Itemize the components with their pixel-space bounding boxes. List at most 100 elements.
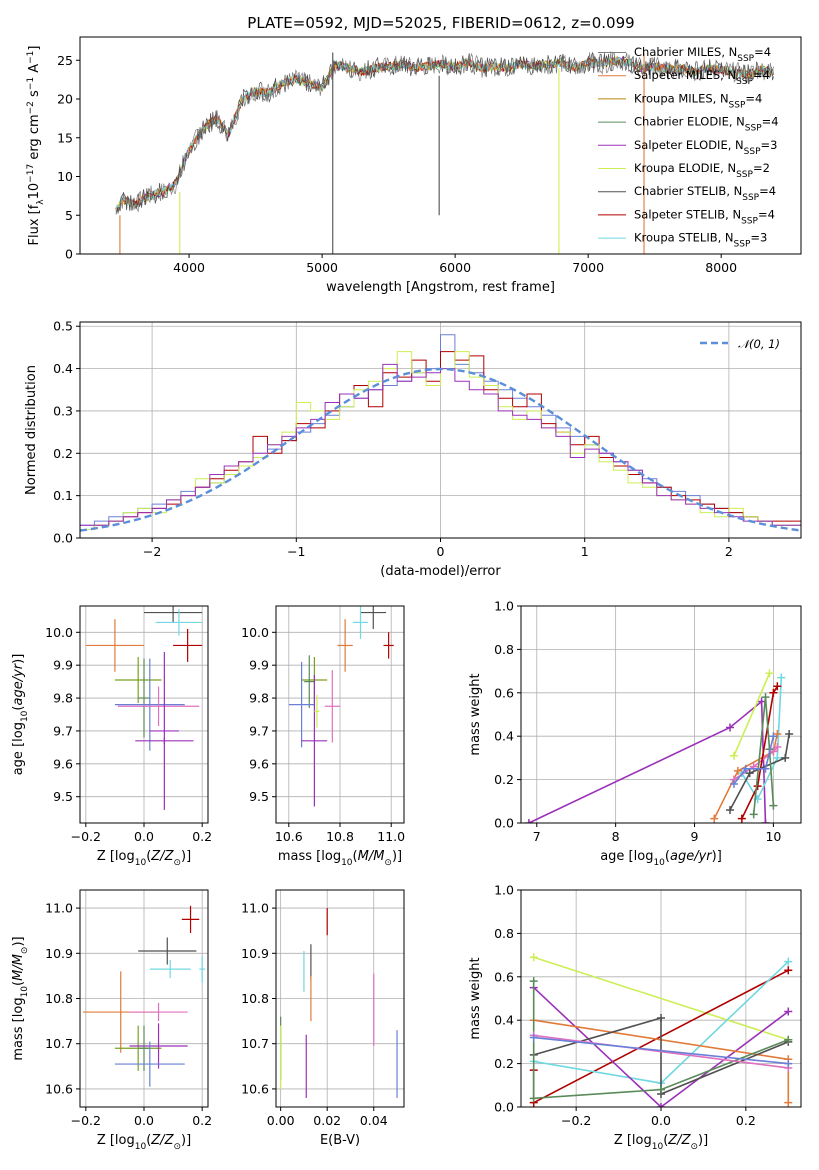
x-tick-label: 11.0 — [377, 829, 405, 844]
axes-frame: −2 −1 0 1 2 0.0 0.1 0.2 0.3 0.4 0.5 — [53, 319, 802, 559]
x-tick-label: 2 — [725, 544, 733, 559]
axes-frame: 4000 5000 6000 7000 8000 0 5 10 15 20 25 — [57, 36, 802, 275]
weight-series — [529, 1014, 793, 1098]
error-bar-point — [138, 937, 197, 965]
y-tick-label: 5 — [65, 208, 73, 223]
y-axis-label: Normed distribution — [24, 365, 39, 495]
weight-marker — [726, 723, 735, 732]
y-tick-label: 10.8 — [241, 991, 269, 1006]
x-tick-label: 0.0 — [134, 1113, 154, 1128]
weight-marker — [749, 810, 758, 819]
plot-area — [280, 908, 398, 1098]
y-tick-label: 9.5 — [53, 789, 73, 804]
x-tick-label: 6000 — [439, 260, 471, 275]
weight-marker — [761, 764, 770, 773]
error-bar-point — [383, 632, 394, 659]
x-tick-label: 5000 — [306, 260, 338, 275]
axes-frame: −0.2 0.0 0.2 10.6 10.7 10.8 10.9 11.0 — [45, 889, 212, 1128]
error-bar-point — [129, 1023, 188, 1069]
y-tick-label: 9.7 — [249, 723, 269, 738]
x-tick-label: 10 — [765, 829, 781, 844]
plot-area — [80, 334, 801, 538]
y-tick-label: 0.2 — [53, 446, 73, 461]
error-bar-point — [114, 656, 162, 703]
y-tick-label: 11.0 — [241, 901, 269, 916]
y-tick-label: 10.7 — [45, 1036, 73, 1051]
error-bar-point — [304, 655, 315, 708]
legend-label: Kroupa MILES, NSSP=4 — [634, 91, 762, 110]
weight-marker — [784, 1007, 793, 1016]
weight-marker — [784, 1059, 793, 1068]
weight-marker — [524, 819, 533, 823]
weight-marker — [741, 764, 750, 773]
x-tick-label: 10.6 — [275, 829, 303, 844]
error-bar-point — [288, 661, 315, 748]
error-bar-point — [337, 619, 353, 672]
y-axis-label: mass [log10(M/M⊙)] — [11, 936, 30, 1060]
x-axis-label: mass [log10(M/M⊙)] — [278, 849, 402, 868]
x-tick-label: 7 — [533, 829, 541, 844]
x-tick-label: 0.2 — [192, 829, 212, 844]
y-axis-label: mass weight — [468, 957, 483, 1039]
axes-frame: 0.00 0.02 0.04 10.6 10.7 10.8 10.9 11.0 — [241, 889, 405, 1128]
weight-line — [533, 1016, 789, 1096]
weight-series — [737, 682, 782, 823]
plot-area — [288, 606, 394, 807]
x-axis-label: Z [log10(Z/Z⊙)] — [97, 849, 191, 868]
error-bar-point — [85, 619, 144, 672]
weight-marker — [765, 669, 774, 678]
legend-label: Chabrier ELODIE, NSSP=4 — [634, 115, 779, 134]
weight-series — [729, 669, 774, 760]
y-tick-label: 0.3 — [53, 403, 73, 418]
error-bar-point — [149, 652, 179, 810]
weight-marker — [657, 1103, 665, 1107]
weight-marker — [745, 769, 754, 778]
weight-line — [752, 697, 775, 815]
x-tick-label: 0 — [437, 544, 445, 559]
weight-marker — [657, 1014, 665, 1023]
histogram-step — [80, 363, 801, 538]
x-tick-label: 8 — [612, 829, 620, 844]
weight-line — [713, 733, 779, 820]
y-tick-label: 0.8 — [494, 642, 514, 657]
x-tick-label: −2 — [143, 544, 161, 559]
spectrum-legend: Chabrier MILES, NSSP=4 Salpeter MILES, NS… — [598, 45, 779, 250]
y-tick-label: 9.6 — [249, 756, 269, 771]
legend-label: Salpeter ELODIE, NSSP=3 — [634, 138, 777, 157]
y-tick-label: 0.6 — [494, 685, 514, 700]
plot-area — [82, 905, 206, 1087]
weight-marker — [737, 814, 746, 823]
error-bar-point — [173, 629, 203, 662]
axes-frame: −0.2 0.0 0.2 9.5 9.6 9.7 9.8 9.9 10.0 — [45, 605, 212, 844]
weight-marker — [529, 1094, 538, 1103]
weight-marker — [769, 688, 778, 697]
y-tick-label: 10.7 — [241, 1036, 269, 1051]
x-tick-label: 0.2 — [736, 1113, 756, 1128]
weight-marker — [757, 697, 766, 706]
y-tick-label: 0.4 — [494, 1013, 514, 1028]
legend-label: Salpeter STELIB, NSSP=4 — [634, 207, 775, 226]
error-bar-point — [114, 658, 185, 751]
y-tick-label: 0 — [65, 247, 73, 262]
weight-marker — [761, 693, 770, 702]
x-tick-label: 0.2 — [192, 1113, 212, 1128]
legend-label: Chabrier STELIB, NSSP=4 — [634, 184, 776, 203]
weight-series — [729, 732, 778, 788]
weight-line — [733, 746, 778, 781]
weight-marker — [529, 977, 538, 986]
weight-line — [528, 699, 767, 823]
axes-mass-vs-Z: −0.2 0.0 0.2 10.6 10.7 10.8 10.9 11.0 Z [log10(Z… — [11, 889, 212, 1152]
x-axis-label: E(B-V) — [320, 1133, 360, 1148]
axes-border — [79, 36, 802, 255]
y-tick-label: 1.0 — [494, 883, 514, 898]
weight-line — [533, 1036, 789, 1065]
x-axis-label: Z [log10(Z/Z⊙)] — [614, 1133, 708, 1152]
error-bar-point — [144, 606, 203, 623]
x-tick-label: −0.2 — [561, 1113, 591, 1128]
x-tick-label: −1 — [287, 544, 305, 559]
y-tick-label: 0.5 — [53, 319, 73, 334]
error-bar-point — [314, 694, 320, 728]
axes-mass-vs-EBV: 0.00 0.02 0.04 10.6 10.7 10.8 10.9 11.0 E(B-V) — [241, 889, 405, 1148]
figure-title: PLATE=0592, MJD=52025, FIBERID=0612, z=0… — [247, 14, 634, 32]
weight-line — [733, 672, 771, 757]
